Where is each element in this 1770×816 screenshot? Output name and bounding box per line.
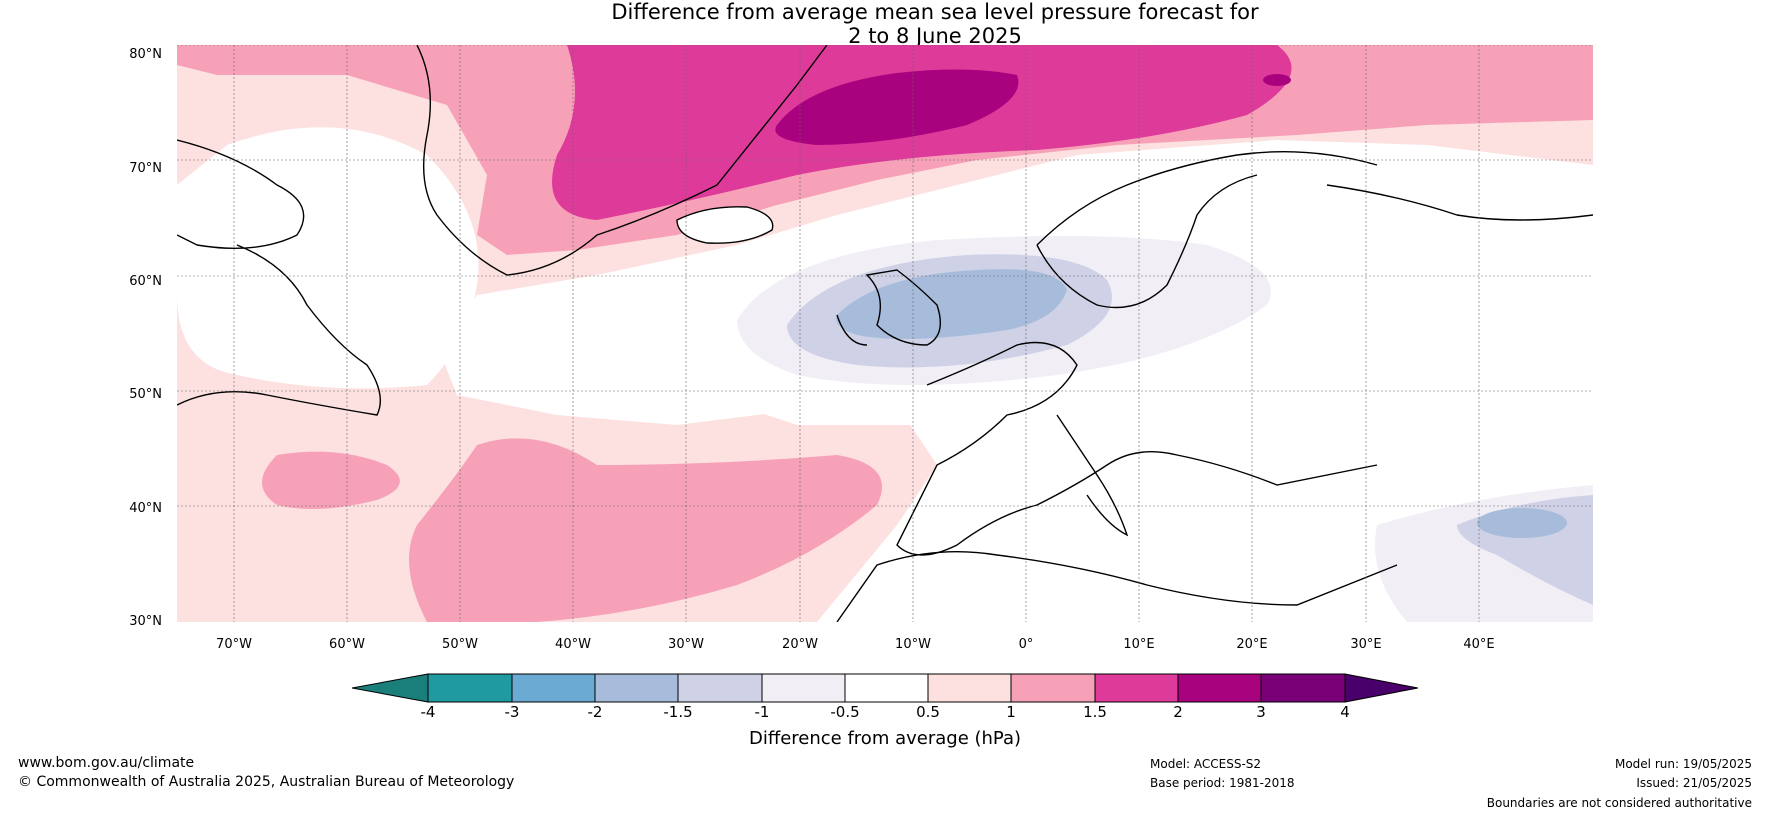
anomaly-zone-mid-pink-south [409,438,882,622]
anomaly-zone-deep-magenta [775,69,1019,145]
colorbar-bin-2 [511,673,596,703]
lat-label-40n: 40°N [129,501,162,516]
lon-label-60w: 60°W [329,637,365,652]
lon-label-40w: 40°W [555,637,591,652]
coastline-british-isles [836,269,941,346]
lon-label-20e: 20°E [1236,637,1268,652]
colorbar-tick-2: 2 [1173,703,1183,721]
anomaly-zone-mid-pink-west [262,451,400,509]
colorbar-tick-neg4: -4 [420,703,436,721]
lon-label-40e: 40°E [1463,637,1495,652]
coastline-greenland [416,45,828,276]
colorbar-tick-neg1: -1 [754,703,770,721]
coastline-italy [1056,414,1129,537]
colorbar-bin-10 [1177,673,1262,703]
lat-label-60n: 60°N [129,274,162,289]
lon-label-30e: 30°E [1350,637,1382,652]
colorbar-bin-1 [427,673,513,703]
lon-label-50w: 50°W [442,637,478,652]
colorbar-extend-high [1344,673,1418,703]
colorbar [352,673,1418,703]
map-svg [177,45,1593,622]
coastline-russia-east [1326,184,1593,221]
colorbar-tick-1: 1 [1006,703,1016,721]
colorbar-bin-11 [1260,673,1346,703]
colorbar-extend-low [352,673,429,703]
title-line-2: 2 to 8 June 2025 [848,24,1022,48]
footer-copyright: © Commonwealth of Australia 2025, Austra… [18,774,515,790]
footer-website: www.bom.gov.au/climate [18,755,195,771]
coastline-labrador [177,244,381,416]
colorbar-tick-1-5: 1.5 [1083,703,1107,721]
lat-label-80n: 80°N [129,47,162,62]
colorbar-bin-6 [844,673,929,703]
colorbar-tick-neg2: -2 [587,703,603,721]
map-title: Difference from average mean sea level p… [0,0,1770,48]
coastline-scandinavia [1036,150,1378,309]
coastline-canada-arctic [177,139,305,250]
anomaly-zone-deep-magenta-svalbard [1263,74,1291,86]
colorbar-tick-neg1-5: -1.5 [663,703,693,721]
footer-model: Model: ACCESS-S2 [1150,757,1262,771]
graticule [177,45,1593,622]
lat-label-70n: 70°N [129,161,162,176]
coastline-europe-west [896,341,1378,556]
lat-label-50n: 50°N [129,387,162,402]
colorbar-tick-3: 3 [1256,703,1266,721]
footer-issued: Issued: 21/05/2025 [1636,776,1752,790]
colorbar-tick-neg0-5: -0.5 [830,703,860,721]
lat-label-30n: 30°N [129,614,162,629]
lon-label-10w: 10°W [895,637,931,652]
colorbar-tick-neg3: -3 [504,703,520,721]
lon-label-10e: 10°E [1123,637,1155,652]
colorbar-title: Difference from average (hPa) [748,728,1022,749]
colorbar-tick-4: 4 [1340,703,1350,721]
anomaly-zone-neutral-west [177,127,479,389]
lon-label-70w: 70°W [216,637,252,652]
anomaly-zone-blue [836,269,1067,339]
lon-label-0: 0° [1018,637,1034,652]
coastline-iceland [676,206,774,244]
lon-label-20w: 20°W [782,637,818,652]
colorbar-bin-9 [1094,673,1179,703]
pressure-anomaly-map [177,45,1593,622]
colorbar-bin-7 [927,673,1012,703]
colorbar-bin-3 [594,673,679,703]
footer-model-run: Model run: 19/05/2025 [1614,757,1752,771]
lon-label-30w: 30°W [668,637,704,652]
colorbar-bin-5 [761,673,846,703]
footer-disclaimer: Boundaries are not considered authoritat… [1486,796,1752,810]
anomaly-zone-blue-se [1477,508,1567,538]
colorbar-bin-4 [677,673,763,703]
footer-base-period: Base period: 1981-2018 [1150,776,1295,790]
title-line-1: Difference from average mean sea level p… [611,0,1259,24]
colorbar-bin-8 [1010,673,1096,703]
colorbar-tick-0-5: 0.5 [916,703,940,721]
coastline-north-africa [836,550,1398,622]
